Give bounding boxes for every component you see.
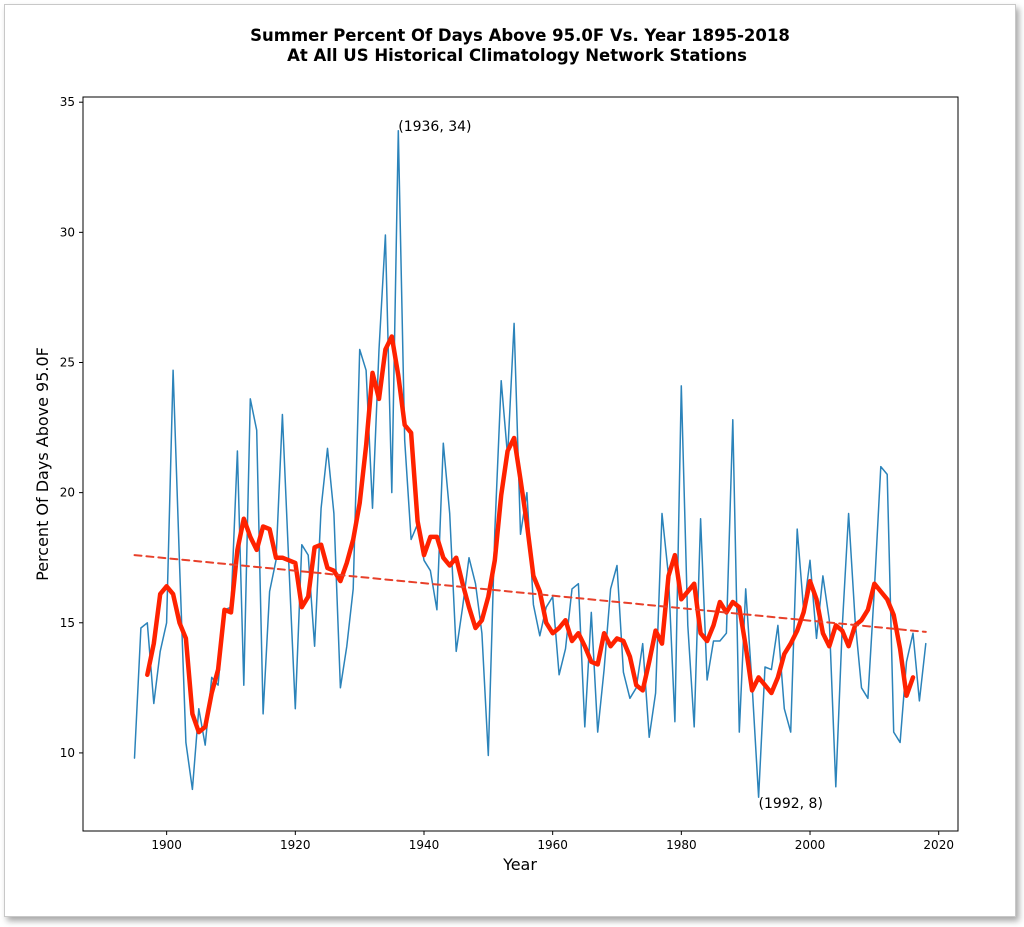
plot-area [133, 130, 927, 798]
x-tick-label: 1900 [151, 838, 182, 852]
x-tick-label: 1940 [409, 838, 440, 852]
y-tick-label: 15 [60, 616, 75, 630]
x-axis: 1900 1920 1940 1960 1980 2000 2020 [151, 831, 954, 852]
smoothed-series-line [145, 334, 916, 735]
x-tick-label: 1920 [280, 838, 311, 852]
y-axis-label: Percent Of Days Above 95.0F [33, 347, 52, 581]
plot-border [82, 96, 959, 832]
annotation-label: (1936, 34) [398, 119, 471, 135]
chart-frame [4, 4, 1016, 917]
x-tick-label: 2000 [795, 838, 826, 852]
annotations: (1936, 34) (1992, 8) [398, 119, 823, 812]
y-tick-label: 35 [60, 95, 75, 109]
chart-title-line-1: Summer Percent Of Days Above 95.0F Vs. Y… [250, 26, 790, 45]
annotation-label: (1992, 8) [759, 796, 823, 812]
x-tick-label: 1980 [666, 838, 697, 852]
x-axis-label: Year [502, 855, 537, 874]
annual-series-line [133, 130, 927, 798]
y-tick-label: 10 [60, 746, 75, 760]
chart-title-line-2: At All US Historical Climatology Network… [287, 46, 747, 65]
y-tick-label: 25 [60, 355, 75, 369]
y-tick-label: 30 [60, 225, 75, 239]
x-tick-label: 1960 [537, 838, 568, 852]
x-tick-label: 2020 [923, 838, 954, 852]
y-axis: 10 15 20 25 30 35 [60, 95, 83, 760]
trend-line [133, 554, 927, 633]
y-tick-label: 20 [60, 486, 75, 500]
